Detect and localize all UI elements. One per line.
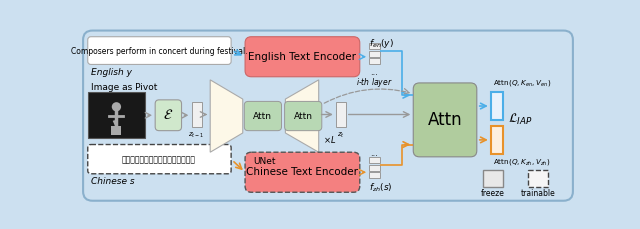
Text: freeze: freeze xyxy=(481,189,505,198)
FancyBboxPatch shape xyxy=(155,100,182,131)
Text: Image as Pivot: Image as Pivot xyxy=(91,83,157,92)
Bar xyxy=(369,157,380,163)
FancyBboxPatch shape xyxy=(88,144,231,174)
Text: Attn$(Q, K_{en}, V_{en})$: Attn$(Q, K_{en}, V_{en})$ xyxy=(493,78,551,87)
Bar xyxy=(369,58,380,64)
Text: Composers perform in concert during festival.: Composers perform in concert during fest… xyxy=(71,47,248,56)
Text: Attn: Attn xyxy=(253,112,273,120)
Text: Attn: Attn xyxy=(428,111,462,129)
Text: Chinese Text Encoder: Chinese Text Encoder xyxy=(246,167,358,177)
Text: Attn: Attn xyxy=(294,112,313,120)
Bar xyxy=(369,165,380,171)
Bar xyxy=(111,126,121,135)
FancyBboxPatch shape xyxy=(244,101,282,131)
Circle shape xyxy=(112,102,121,112)
Text: Chinese s: Chinese s xyxy=(91,177,134,186)
Text: 音乐节期间作曲家在音乐会上表演。: 音乐节期间作曲家在音乐会上表演。 xyxy=(122,155,196,164)
Text: $z_{t-1}$: $z_{t-1}$ xyxy=(188,131,204,140)
FancyBboxPatch shape xyxy=(245,152,360,192)
Polygon shape xyxy=(285,80,319,152)
Text: $\mathcal{L}_{IAP}$: $\mathcal{L}_{IAP}$ xyxy=(508,112,532,127)
Bar xyxy=(88,92,145,138)
Text: UNet: UNet xyxy=(253,157,276,166)
FancyBboxPatch shape xyxy=(83,30,573,201)
Bar xyxy=(528,170,548,187)
Bar xyxy=(336,102,346,127)
Bar xyxy=(491,126,503,154)
Text: English Text Encoder: English Text Encoder xyxy=(248,52,356,62)
Text: English y: English y xyxy=(91,68,132,77)
FancyBboxPatch shape xyxy=(245,37,360,77)
Text: Attn$(Q, K_{zh}, V_{zh})$: Attn$(Q, K_{zh}, V_{zh})$ xyxy=(493,157,550,167)
FancyBboxPatch shape xyxy=(413,83,477,157)
Text: $i$-th layer: $i$-th layer xyxy=(356,76,393,89)
Bar xyxy=(369,172,380,178)
FancyBboxPatch shape xyxy=(285,101,322,131)
Text: ...: ... xyxy=(371,149,378,158)
Text: $z_t$: $z_t$ xyxy=(337,131,344,140)
Text: ...: ... xyxy=(371,68,378,76)
Bar xyxy=(369,43,380,49)
Bar xyxy=(491,92,503,120)
Text: $f_{en}(y)$: $f_{en}(y)$ xyxy=(369,38,394,50)
Bar xyxy=(191,102,202,127)
Text: $f_{zh}(s)$: $f_{zh}(s)$ xyxy=(369,181,393,194)
Bar xyxy=(369,51,380,57)
Text: $\mathcal{E}$: $\mathcal{E}$ xyxy=(163,108,173,122)
Bar xyxy=(483,170,503,187)
Text: $\times L$: $\times L$ xyxy=(323,134,337,145)
Polygon shape xyxy=(210,80,243,152)
FancyBboxPatch shape xyxy=(88,37,231,64)
Text: trainable: trainable xyxy=(521,189,556,198)
